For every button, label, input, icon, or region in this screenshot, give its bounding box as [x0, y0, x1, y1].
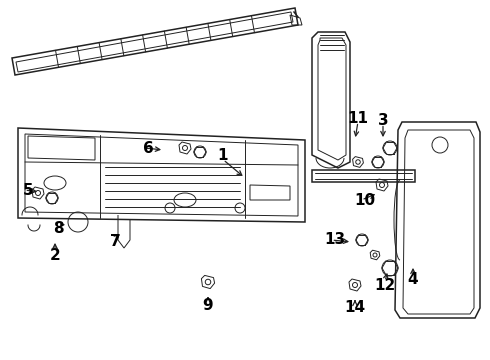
Text: 7: 7	[110, 234, 121, 249]
Text: 6: 6	[143, 140, 153, 156]
Text: 14: 14	[344, 301, 366, 315]
Text: 9: 9	[203, 297, 213, 312]
Text: 11: 11	[347, 111, 368, 126]
Text: 4: 4	[408, 273, 418, 288]
Text: 13: 13	[324, 233, 345, 248]
Text: 1: 1	[218, 148, 228, 162]
Text: 5: 5	[23, 183, 33, 198]
Text: 3: 3	[378, 112, 388, 127]
Text: 8: 8	[53, 220, 63, 235]
Text: 2: 2	[49, 248, 60, 262]
Text: 12: 12	[374, 278, 395, 292]
Text: 10: 10	[354, 193, 375, 207]
